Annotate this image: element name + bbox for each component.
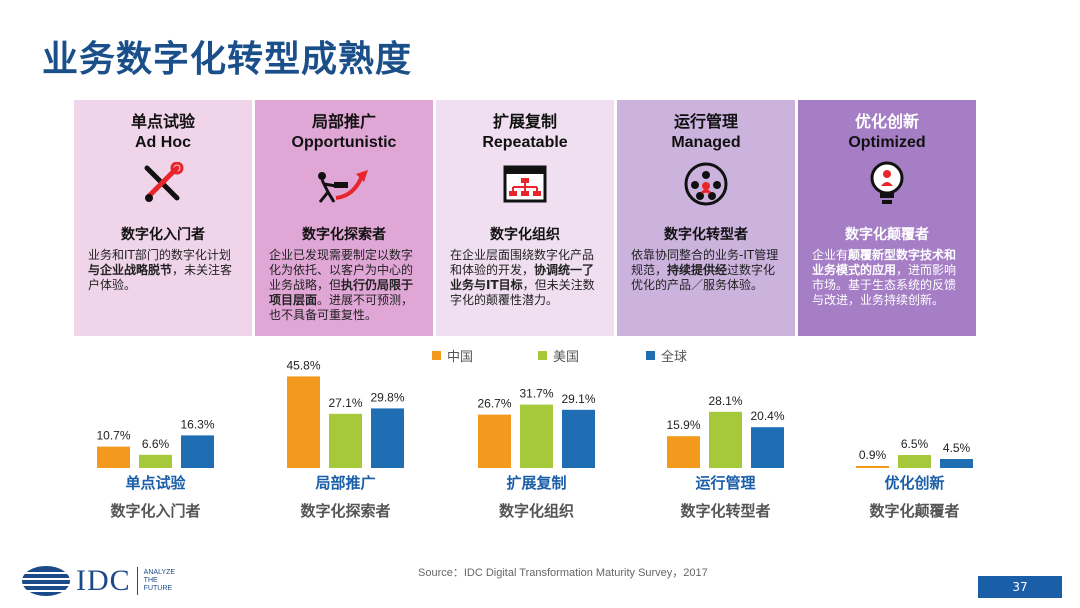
network-people-icon: [617, 158, 795, 210]
bar-global-2: [562, 409, 595, 468]
stage-cn-label: 优化创新: [854, 112, 919, 131]
stage-description: 依靠协同整合的业务-IT管理规范，持续提供经过数字化优化的产品／服务体验。: [631, 248, 779, 292]
category-label: 扩展复制: [506, 474, 567, 492]
stage-optimized: 优化创新 Optimized 数字化颠覆者 企业有颠覆新型数字技术和业务模式的应…: [798, 100, 976, 336]
data-label-global-3: 20.4%: [750, 409, 784, 423]
bar-global-4: [940, 459, 973, 468]
bar-usa-2: [520, 404, 553, 468]
data-label-usa-0: 6.6%: [142, 437, 170, 451]
data-label-china-0: 10.7%: [96, 429, 130, 443]
push-arrow-icon: [255, 158, 433, 210]
stage-subtitle: 数字化转型者: [664, 227, 748, 243]
bar-china-4: [856, 466, 889, 468]
tools-icon: [74, 158, 252, 210]
legend-item-china: 中国: [432, 346, 473, 365]
stage-en-label: Managed: [671, 134, 741, 151]
legend-swatch: [538, 351, 547, 360]
stage-en-label: Ad Hoc: [135, 134, 191, 151]
idc-logo: IDC ANALYZE THE FUTURE: [20, 564, 175, 598]
bar-china-0: [97, 446, 130, 468]
bar-china-1: [287, 376, 320, 468]
logo-tagline: ANALYZE THE FUTURE: [143, 569, 176, 592]
stage-en-label: Optimized: [848, 134, 926, 151]
category-subtitle: 数字化颠覆者: [869, 502, 960, 520]
data-label-china-1: 45.8%: [286, 358, 320, 372]
stage-opportunistic: 局部推广 Opportunistic 数字化探索者 企业已发现需要制定以数字化为…: [255, 100, 433, 336]
stage-description: 在企业层面围绕数字化产品和体验的开发，协调统一了业务与IT目标，但未关注数字化的…: [450, 248, 595, 307]
stage-subtitle: 数字化颠覆者: [845, 227, 929, 243]
legend-item-global: 全球: [646, 346, 687, 365]
legend-label: 中国: [447, 350, 474, 365]
stage-managed: 运行管理 Managed 数字化转型者 依靠协同整合的业务-IT管理规范，持续提…: [617, 100, 795, 336]
stage-description: 企业有颠覆新型数字技术和业务模式的应用，进而影响市场。基于生态系统的反馈与改进，…: [812, 248, 957, 307]
stage-subtitle: 数字化探索者: [302, 227, 386, 243]
data-label-usa-3: 28.1%: [708, 394, 742, 408]
category-label: 局部推广: [315, 474, 376, 492]
stage-en-label: Repeatable: [482, 134, 568, 151]
page-title: 业务数字化转型成熟度: [42, 39, 413, 80]
category-label: 单点试验: [125, 474, 186, 492]
bar-usa-0: [139, 454, 172, 468]
org-window-icon: [436, 158, 614, 210]
source-note: Source：IDC Digital Transformation Maturi…: [418, 567, 708, 579]
stage-en-label: Opportunistic: [291, 134, 397, 151]
stage-subtitle: 数字化组织: [490, 227, 560, 243]
legend-swatch: [646, 351, 655, 360]
bar-global-3: [751, 427, 784, 468]
stage-cn-label: 运行管理: [673, 112, 738, 131]
data-label-global-1: 29.8%: [370, 390, 404, 404]
stage-description: 业务和IT部门的数字化计划与企业战略脱节，未关注客户体验。: [88, 248, 233, 292]
data-label-global-2: 29.1%: [561, 392, 595, 406]
bar-china-2: [478, 414, 511, 468]
category-subtitle: 数字化探索者: [300, 502, 391, 520]
page-number: 37: [978, 576, 1062, 598]
logo-wordmark: IDC: [76, 564, 131, 597]
stage-repeatable: 扩展复制 Repeatable 数字化组织 在企业层面围绕数字化产品和体验的开发…: [436, 100, 614, 336]
stage-cn-label: 局部推广: [311, 112, 376, 131]
legend-label: 全球: [661, 350, 688, 365]
legend-item-usa: 美国: [538, 346, 579, 365]
legend-swatch: [432, 351, 441, 360]
lightbulb-icon: [798, 158, 976, 210]
stage-subtitle: 数字化入门者: [121, 227, 205, 243]
data-label-usa-4: 6.5%: [901, 437, 929, 451]
data-label-china-2: 26.7%: [477, 397, 511, 411]
bar-usa-1: [329, 413, 362, 468]
data-label-global-0: 16.3%: [180, 417, 214, 431]
stage-description: 企业已发现需要制定以数字化为依托、以客户为中心的业务战略，但执行仍局限于项目层面…: [269, 248, 414, 322]
bar-global-0: [181, 435, 214, 468]
data-label-china-4: 0.9%: [859, 448, 887, 462]
globe-icon: [20, 566, 72, 596]
stage-cn-label: 扩展复制: [492, 112, 557, 131]
data-label-global-4: 4.5%: [943, 441, 971, 455]
stage-ad-hoc: 单点试验 Ad Hoc 数字化入门者 业务和IT部门的数字化计划与企业战略脱节，…: [74, 100, 252, 336]
category-label: 运行管理: [695, 474, 756, 492]
category-label: 优化创新: [884, 474, 945, 492]
category-subtitle: 数字化入门者: [110, 502, 201, 520]
category-subtitle: 数字化组织: [498, 502, 574, 520]
bar-usa-4: [898, 455, 931, 468]
legend-label: 美国: [553, 350, 580, 365]
bar-china-3: [667, 436, 700, 468]
data-label-usa-1: 27.1%: [328, 396, 362, 410]
category-subtitle: 数字化转型者: [680, 502, 771, 520]
stage-cn-label: 单点试验: [130, 112, 195, 131]
bar-usa-3: [709, 411, 742, 468]
bar-global-1: [371, 408, 404, 468]
data-label-usa-2: 31.7%: [519, 387, 553, 401]
data-label-china-3: 15.9%: [666, 418, 700, 432]
